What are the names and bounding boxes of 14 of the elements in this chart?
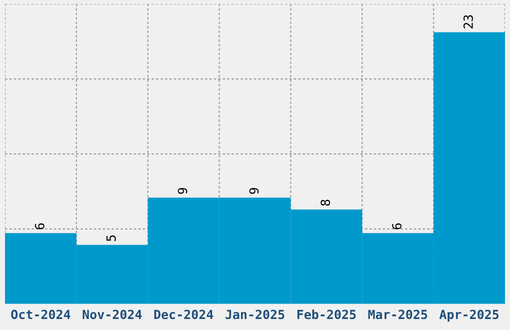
x-tick-label: Jan-2025 — [226, 310, 284, 320]
data-label: 6 — [34, 223, 44, 230]
data-label: 8 — [320, 200, 330, 206]
x-tick-label: Apr-2025 — [439, 310, 499, 322]
x-tick-label: Feb-2025 — [297, 309, 356, 320]
data-label: 6 — [392, 223, 402, 230]
x-tick-label: Mar-2025 — [368, 310, 428, 320]
data-label: 5 — [106, 235, 116, 242]
data-label: 9 — [178, 188, 188, 194]
data-label: 23 — [463, 15, 473, 28]
x-tick-label: Nov-2024 — [82, 310, 142, 320]
data-label: 9 — [249, 188, 259, 194]
x-tick-label: Oct-2024 — [11, 310, 70, 320]
x-tick-label: Dec-2024 — [154, 310, 214, 320]
